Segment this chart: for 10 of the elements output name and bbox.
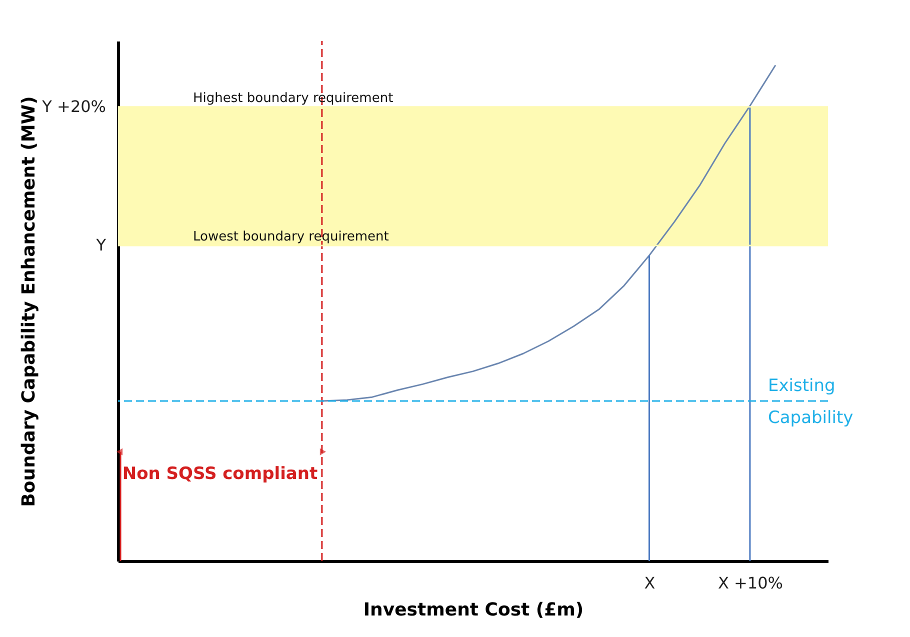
x-tick-label: X +10% bbox=[718, 574, 783, 592]
ref-line-label: Highest boundary requirement bbox=[193, 90, 394, 106]
annotation: Non SQSS compliant bbox=[122, 464, 318, 484]
text: Y +20% bbox=[41, 96, 106, 116]
y-axis-title: Boundary Capability Enhancement (MW) bbox=[18, 96, 40, 507]
text: Y bbox=[95, 236, 106, 255]
ref-line-label: Existing Capability bbox=[768, 376, 854, 428]
ref-line-label: Lowest boundary requirement bbox=[193, 230, 389, 245]
x-axis-title: Investment Cost (£m) bbox=[363, 600, 584, 620]
x-tick-label: X bbox=[644, 574, 656, 592]
